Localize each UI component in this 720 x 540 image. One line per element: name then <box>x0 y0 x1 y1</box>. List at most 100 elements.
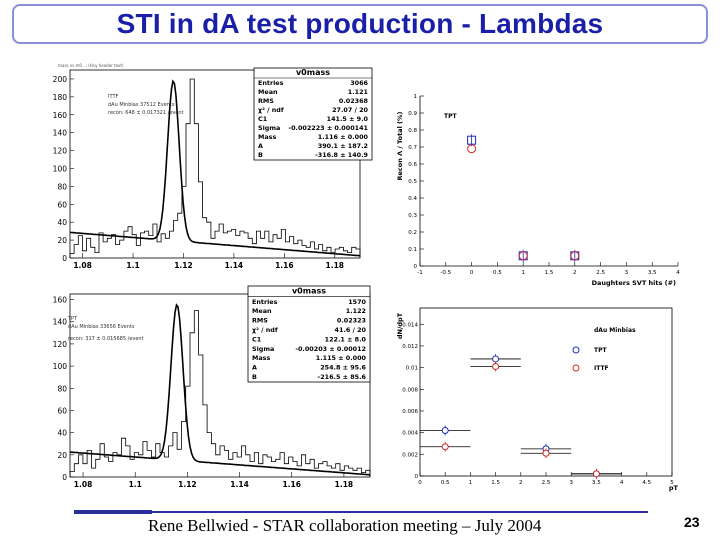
annot-line-1: ITTF <box>108 94 118 100</box>
x-tick-label: 3 <box>625 270 629 276</box>
stats-value: 27.07 / 20 <box>332 106 368 114</box>
y-tick-label: 60 <box>57 406 67 415</box>
histogram-bar <box>240 231 244 258</box>
stats-value: 141.5 ± 9.0 <box>327 115 369 123</box>
histogram-bar <box>301 455 305 477</box>
ittf-point <box>592 470 600 478</box>
histogram-bar <box>203 405 207 477</box>
stats-label: A <box>252 364 257 372</box>
stats-label: Entries <box>258 79 284 87</box>
histogram-bar <box>100 444 104 477</box>
annot-line-2: dAu Minbias 33656 Events <box>68 324 135 330</box>
y-tick-label: 60 <box>57 200 67 209</box>
ittf-point <box>492 363 500 371</box>
histogram-bar <box>87 238 91 258</box>
histogram-bar <box>174 220 178 258</box>
y-tick-label: 0.004 <box>402 431 418 437</box>
histogram-bar <box>117 455 121 477</box>
x-tick-label: 3.5 <box>648 270 657 276</box>
histogram-bar <box>207 222 211 258</box>
histogram-bar <box>306 247 310 258</box>
histogram-bar <box>173 433 177 477</box>
histogram-bar <box>198 182 202 258</box>
x-tick-label: 1.1 <box>129 480 142 489</box>
histogram-bar <box>190 79 194 258</box>
histogram-bar <box>290 237 294 259</box>
panel-top-right: 0 0.1 0.2 0.3 0.4 0.5 0.6 0.7 0.8 0.9 1 -1 -0.5 0 0.5 1… <box>394 90 686 290</box>
x-tick-label: 4 <box>676 270 680 276</box>
stats-label: B <box>252 373 257 381</box>
tpt-point <box>441 426 449 434</box>
histogram-bar <box>265 231 269 258</box>
annot-line-1: TPT <box>67 316 78 322</box>
histogram-bar <box>252 244 256 258</box>
stats-value: 1570 <box>348 298 366 306</box>
histogram-bar <box>254 453 258 477</box>
panel-bottom-left: 0 20 40 60 80 100 120 140 160 1.08 1.1 1.12 1.14 1.16… <box>38 280 378 495</box>
stats-label: Sigma <box>252 345 274 353</box>
histogram-bar <box>244 233 248 258</box>
histogram-bar <box>356 249 360 258</box>
ittf-point <box>518 251 528 261</box>
legend-tpt-label: TPT <box>444 113 457 120</box>
slide-title-box: STI in dA test production - Lambdas <box>12 4 708 44</box>
stats-label: C1 <box>252 335 261 343</box>
x-tick-label: 1.18 <box>326 261 345 270</box>
stats-label: RMS <box>258 97 274 105</box>
stats-value: -216.5 ± 85.6 <box>318 373 367 381</box>
y-tick-label: 0 <box>415 474 419 480</box>
histogram-bar <box>178 213 182 258</box>
x-tick-label: 1.16 <box>282 480 301 489</box>
panel-bottom-right: 0 0.002 0.004 0.006 0.008 0.01 0.012 0.014 0 0.5 1… <box>394 300 694 498</box>
histogram-bar <box>126 446 130 477</box>
stats-value: 0.02368 <box>339 97 369 105</box>
stats-value: 1.116 ± 0.000 <box>318 133 369 141</box>
y-tick-label: 40 <box>57 218 67 227</box>
stats-value: 390.1 ± 187.2 <box>318 142 368 150</box>
footer-line-left <box>74 510 152 514</box>
stats-value: 1.122 <box>346 307 366 315</box>
y-tick-label: 0.006 <box>402 409 418 415</box>
histogram-bar <box>109 462 113 478</box>
histogram-bar <box>256 231 260 258</box>
plot-frame <box>69 293 371 478</box>
footer-text: Rene Bellwied - STAR collaboration meeti… <box>148 516 542 535</box>
histogram-bar <box>237 457 241 477</box>
y-tick-label: 100 <box>53 164 68 173</box>
histogram-bar <box>207 433 211 477</box>
x-tick-label: 5 <box>670 480 674 486</box>
annot-line-3: recon: 317 ± 0.015685 /event <box>68 336 144 342</box>
stats-label: B <box>258 151 263 159</box>
histogram-bar <box>128 227 132 258</box>
x-tick-label: 0.5 <box>493 270 502 276</box>
histogram-bar <box>250 462 254 478</box>
y-tick-label: 0.008 <box>402 387 418 393</box>
x-tick-label: -0.5 <box>440 270 451 276</box>
histogram-bar <box>169 446 173 477</box>
histogram-bar <box>156 444 160 477</box>
x-tick-label: 2 <box>519 480 523 486</box>
histogram-bar <box>323 462 327 478</box>
x-tick-label: 0 <box>418 480 422 486</box>
ittf-point <box>441 443 449 451</box>
histogram-bar <box>310 459 314 477</box>
pt-spectrum-plot: 0 0.002 0.004 0.006 0.008 0.01 0.012 0.014 0 0.5 1… <box>396 307 679 492</box>
x-tick-label: 1.16 <box>275 261 294 270</box>
histogram-bar <box>78 236 82 258</box>
histogram-bar <box>284 464 288 477</box>
fit-curve <box>69 303 371 476</box>
histogram-bar <box>273 235 277 258</box>
y-tick-label: 0.2 <box>408 230 417 236</box>
histogram-bar <box>164 457 168 477</box>
y-tick-label: 80 <box>57 384 67 393</box>
histogram-bar <box>248 238 252 258</box>
histogram-bar <box>203 218 207 258</box>
stats-label: Mean <box>258 88 278 96</box>
histogram-bar <box>74 464 78 477</box>
legend-tpt-label: TPT <box>594 347 607 354</box>
stats-value: 1.115 ± 0.000 <box>316 354 367 362</box>
histogram-bar <box>241 446 245 477</box>
histogram-bar <box>91 468 95 477</box>
x-tick-label: 2.5 <box>596 270 605 276</box>
stats-value: 3066 <box>350 79 368 87</box>
